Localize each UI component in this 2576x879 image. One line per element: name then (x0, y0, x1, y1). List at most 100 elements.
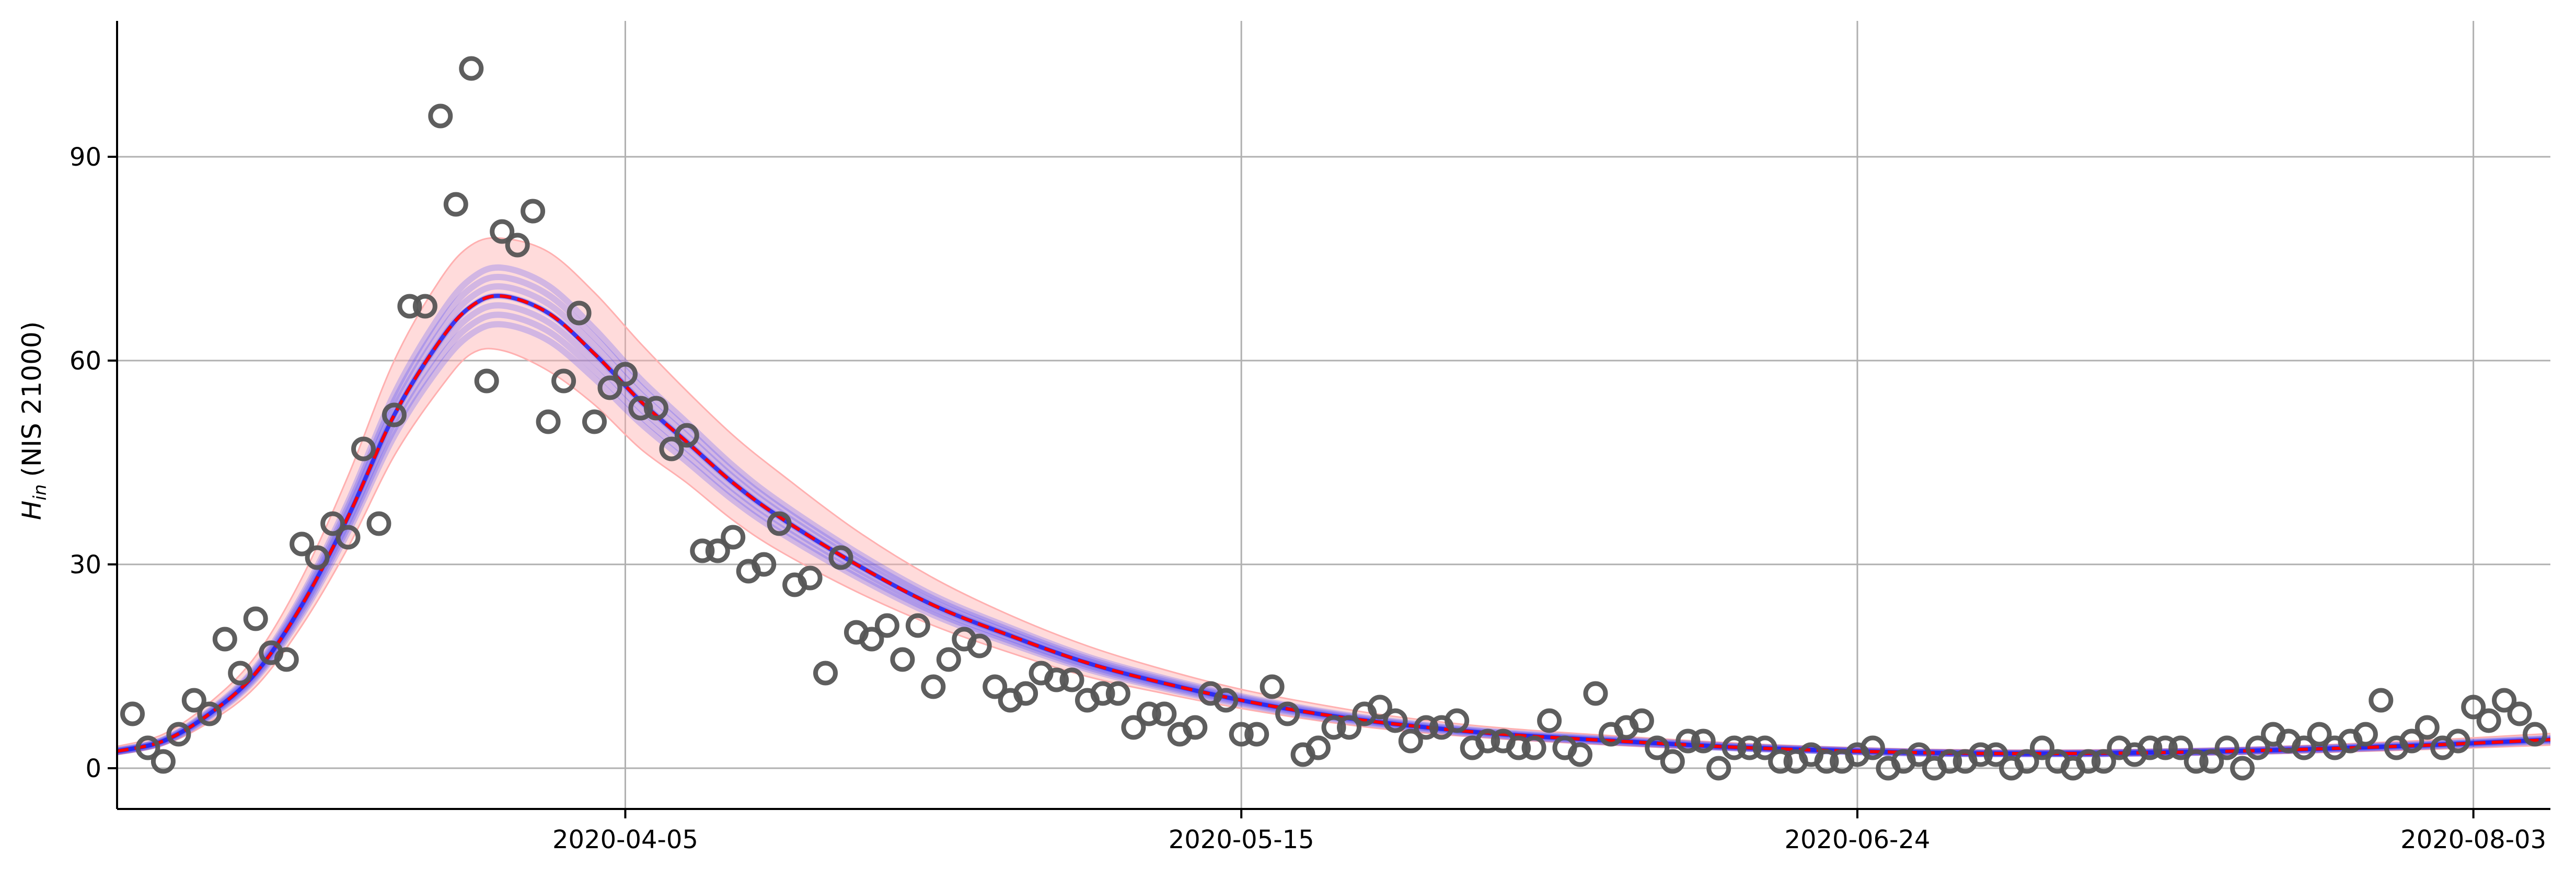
data-point (1214, 688, 1239, 713)
data-point (120, 701, 145, 726)
data-point (967, 633, 992, 658)
data-point (2230, 756, 2255, 781)
fit-curve-layer (117, 294, 2550, 756)
data-point (2492, 688, 2517, 713)
axes (108, 21, 2550, 818)
data-point (1645, 735, 1670, 760)
data-point (1367, 695, 1392, 720)
data-point (1968, 742, 1993, 767)
data-point (1275, 701, 1300, 726)
data-point (721, 525, 746, 550)
data-point (2461, 695, 2486, 720)
data-point (2307, 722, 2332, 747)
data-point (382, 402, 407, 427)
data-point (643, 396, 668, 421)
data-point (1937, 749, 1962, 774)
data-point (828, 545, 853, 570)
data-point (1814, 749, 1839, 774)
data-point (1229, 722, 1254, 747)
data-point (1752, 735, 1777, 760)
ensemble-curve-1 (117, 311, 2550, 758)
data-point (243, 606, 268, 631)
tick-labels: 0 30 60 90 2020-04-05 2020-05-15 2020-06-24 202… (70, 143, 2546, 854)
data-point (659, 436, 684, 461)
y-axis-label: Hin (NIS 21000) (17, 321, 51, 520)
data-point (412, 294, 437, 319)
data-point (1105, 681, 1130, 706)
ensemble-mean-curve (117, 294, 2550, 756)
data-point (1568, 742, 1592, 767)
data-point (166, 722, 191, 747)
data-point (1306, 735, 1331, 760)
data-point (1521, 735, 1546, 760)
data-point (1676, 728, 1701, 754)
data-point (983, 674, 1008, 699)
data-point (674, 423, 699, 448)
data-point (1152, 701, 1177, 726)
data-point (1907, 742, 1932, 767)
data-point (1383, 708, 1408, 733)
data-point (1136, 701, 1161, 726)
data-point (890, 647, 915, 672)
data-point (1583, 681, 1608, 706)
data-point (2292, 735, 2316, 760)
data-point (274, 647, 299, 672)
data-point (767, 511, 792, 536)
plot-area (117, 21, 2550, 809)
confidence-band-area (117, 237, 2550, 757)
data-point (505, 233, 530, 258)
data-point (628, 396, 653, 421)
data-point (490, 219, 515, 244)
data-point (1044, 667, 1069, 692)
data-point (813, 661, 838, 686)
data-point (1244, 722, 1269, 747)
data-point (474, 368, 499, 394)
data-point (1691, 728, 1716, 754)
data-point (1121, 715, 1146, 740)
data-point (290, 531, 315, 557)
data-point (613, 362, 638, 387)
ensemble-curve-4 (117, 283, 2550, 757)
data-point (551, 368, 576, 394)
data-point (1013, 681, 1038, 706)
y-axis-label-subscript: in (30, 484, 51, 501)
x-tick-label: 2020-06-24 (1784, 825, 1930, 854)
data-point (2076, 749, 2101, 774)
data-point (2030, 735, 2054, 760)
data-point (1629, 708, 1654, 733)
data-point (2138, 735, 2163, 760)
x-tick-label: 2020-08-03 (2400, 825, 2546, 854)
data-point (1445, 708, 1470, 733)
data-point (567, 300, 592, 326)
data-point (305, 545, 330, 570)
data-point (2369, 688, 2394, 713)
data-point (1183, 715, 1208, 740)
x-tick-label: 2020-05-15 (1169, 825, 1314, 854)
data-point (366, 511, 391, 536)
data-point (397, 294, 422, 319)
y-axis-label-symbol: H (17, 501, 47, 521)
data-point (135, 735, 160, 760)
data-point (1337, 715, 1361, 740)
y-tick-label: 0 (85, 754, 101, 783)
data-point (905, 613, 930, 638)
data-point (859, 627, 884, 652)
data-point (752, 552, 777, 577)
confidence-band (117, 237, 2550, 757)
data-point (2353, 722, 2378, 747)
fit-curve (117, 294, 2550, 756)
data-point (2507, 701, 2532, 726)
data-point (351, 436, 376, 461)
data-point (597, 375, 622, 400)
data-point (151, 749, 176, 774)
data-point (936, 647, 961, 672)
data-point (2091, 749, 2116, 774)
data-point (582, 409, 607, 434)
data-point (921, 674, 946, 699)
data-point (181, 688, 206, 713)
data-point (2523, 722, 2547, 747)
data-point (798, 565, 823, 591)
data-point (1321, 715, 1346, 740)
y-tick-label: 90 (70, 143, 101, 172)
